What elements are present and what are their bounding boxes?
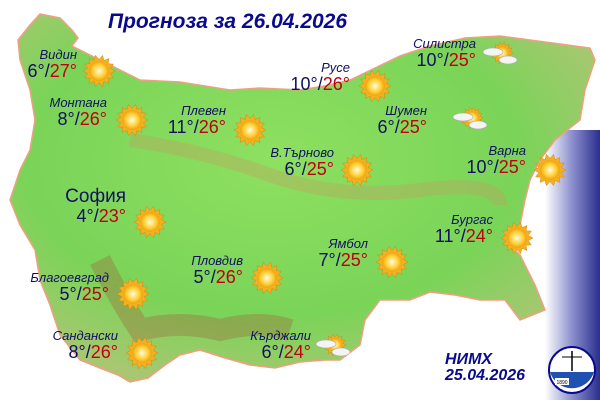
city-name: Монтана: [49, 95, 107, 110]
max-temp: 27°: [49, 61, 77, 81]
city-6: В.Търново 6°/25°: [270, 146, 334, 178]
city-name: Плевен: [181, 103, 226, 118]
city-2: Плевен 11°/26°: [168, 104, 226, 136]
min-temp: 5°: [59, 284, 77, 304]
city-name: Русе: [321, 60, 350, 75]
city-temperature: 6°/25°: [377, 117, 427, 137]
forecast-title: Прогноза за 26.04.2026: [108, 10, 348, 33]
city-13: Сандански 8°/26°: [53, 329, 118, 361]
issue-date: 25.04.2026: [445, 367, 526, 384]
max-temp: 26°: [198, 117, 226, 137]
city-temperature: 8°/26°: [68, 342, 118, 362]
issuer-name: НИМХ: [445, 351, 493, 368]
min-temp: 6°: [377, 117, 395, 137]
sun-icon: [375, 245, 409, 279]
city-5: Шумен 6°/25°: [378, 104, 427, 136]
max-temp: 24°: [465, 226, 493, 246]
sun-icon: [533, 153, 567, 187]
max-temp: 25°: [399, 117, 427, 137]
min-temp: 8°: [68, 342, 86, 362]
sun-icon: [125, 336, 159, 370]
min-temp: 11°: [167, 117, 194, 137]
min-temp: 6°: [284, 159, 302, 179]
city-temperature: 10°/25°: [416, 50, 476, 70]
city-name: Ямбол: [328, 236, 368, 251]
city-temperature: 5°/26°: [193, 267, 243, 287]
city-name: В.Търново: [270, 145, 334, 160]
city-name: Варна: [488, 143, 526, 158]
min-temp: 10°: [290, 74, 318, 94]
city-name: София: [65, 186, 126, 207]
logo-year: 1890: [556, 380, 567, 386]
city-10: Ямбол 7°/25°: [319, 237, 368, 269]
max-temp: 23°: [98, 206, 126, 226]
city-temperature: 10°/26°: [290, 74, 350, 94]
city-name: Бургас: [451, 212, 493, 227]
city-name: Шумен: [385, 103, 427, 118]
city-9: Бургас 11°/24°: [435, 213, 493, 245]
min-temp: 4°: [76, 206, 94, 226]
city-name: Силистра: [413, 36, 476, 51]
city-14: Кърджали 6°/24°: [250, 329, 311, 361]
city-temperature: 8°/26°: [57, 109, 107, 129]
sun-icon: [133, 205, 167, 239]
max-temp: 25°: [498, 157, 526, 177]
city-temperature: 7°/25°: [318, 250, 368, 270]
sun-icon: [115, 103, 149, 137]
max-temp: 26°: [215, 267, 243, 287]
city-name: Кърджали: [250, 328, 311, 343]
max-temp: 25°: [306, 159, 334, 179]
sun-icon: [500, 221, 534, 255]
city-temperature: 5°/25°: [59, 284, 109, 304]
sun-icon: [358, 69, 392, 103]
city-temperature: 4°/23°: [76, 206, 126, 226]
city-7: Варна 10°/25°: [467, 144, 526, 176]
min-temp: 7°: [318, 250, 336, 270]
min-temp: 8°: [57, 109, 75, 129]
min-temp: 5°: [193, 267, 211, 287]
city-3: Русе 10°/26°: [291, 61, 350, 93]
min-temp: 10°: [466, 157, 494, 177]
max-temp: 24°: [283, 342, 311, 362]
max-temp: 26°: [79, 109, 107, 129]
sun-icon: [340, 153, 374, 187]
max-temp: 26°: [90, 342, 118, 362]
partly-cloudy-icon: [483, 41, 517, 65]
partly-cloudy-icon: [316, 333, 350, 357]
city-11: Пловдив 5°/26°: [191, 254, 243, 286]
city-temperature: 6°/27°: [27, 61, 77, 81]
sun-icon: [233, 113, 267, 147]
city-temperature: 6°/24°: [261, 342, 311, 362]
max-temp: 25°: [81, 284, 109, 304]
city-8: София 4°/23°: [65, 187, 126, 225]
partly-cloudy-icon: [453, 106, 487, 130]
city-temperature: 11°/26°: [167, 117, 226, 137]
max-temp: 25°: [340, 250, 368, 270]
city-temperature: 11°/24°: [434, 226, 493, 246]
city-name: Сандански: [52, 328, 118, 343]
city-4: Силистра 10°/25°: [413, 37, 476, 69]
sun-icon: [250, 261, 284, 295]
city-0: Видин 6°/27°: [28, 48, 77, 80]
city-name: Пловдив: [191, 253, 243, 268]
min-temp: 6°: [261, 342, 279, 362]
sun-icon: [82, 54, 116, 88]
city-temperature: 6°/25°: [284, 159, 334, 179]
city-name: Благоевград: [30, 270, 109, 285]
city-name: Видин: [39, 47, 77, 62]
min-temp: 11°: [434, 226, 461, 246]
max-temp: 25°: [448, 50, 476, 70]
country-outline: [9, 13, 596, 383]
city-temperature: 10°/25°: [466, 157, 526, 177]
min-temp: 6°: [27, 61, 45, 81]
city-1: Монтана 8°/26°: [49, 96, 107, 128]
nimh-logo: 1890: [548, 346, 596, 394]
issuer-block: НИМХ 25.04.2026: [445, 352, 525, 384]
max-temp: 26°: [322, 74, 350, 94]
min-temp: 10°: [416, 50, 444, 70]
sun-icon: [116, 277, 150, 311]
city-12: Благоевград 5°/25°: [30, 271, 109, 303]
